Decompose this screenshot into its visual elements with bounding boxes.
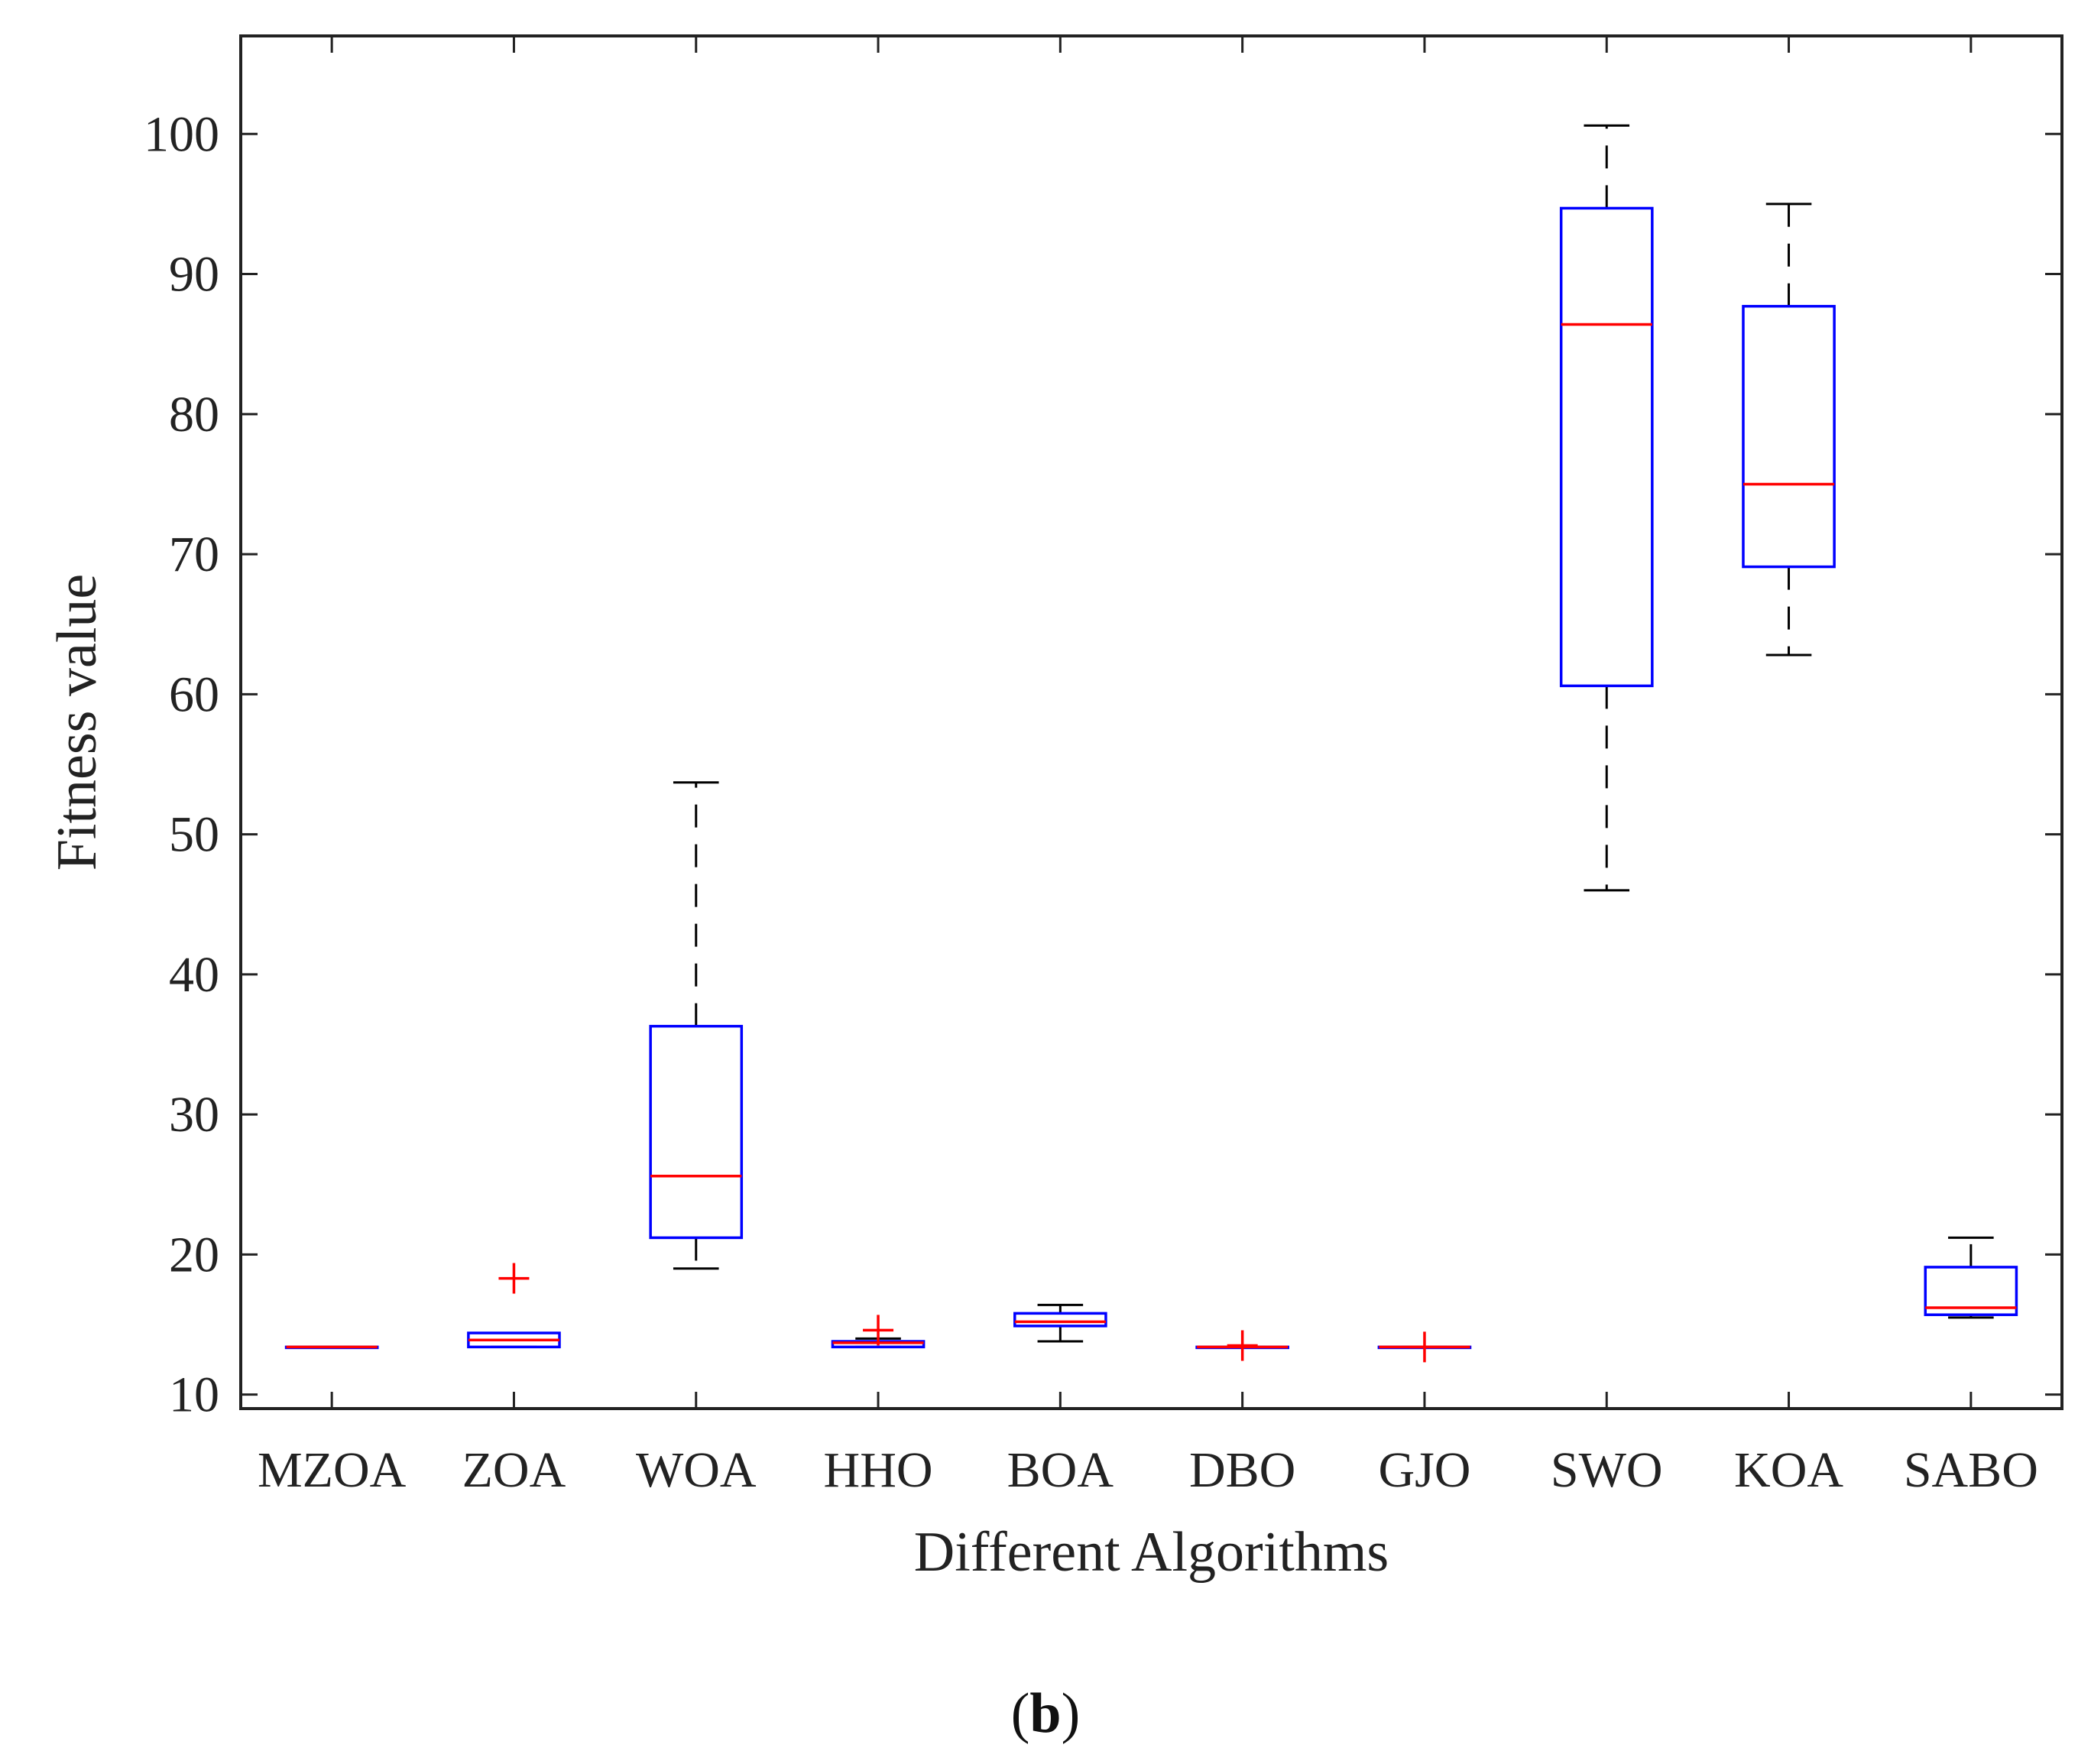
box-group-sabo <box>1924 1236 2018 1319</box>
box-boa <box>1013 1312 1107 1328</box>
caption-open-paren: ( <box>1010 1682 1030 1745</box>
box-swo <box>1559 206 1654 688</box>
figure-caption: (b) <box>0 1681 2091 1746</box>
plot-frame <box>239 34 2063 1410</box>
box-group-hho <box>831 1315 926 1349</box>
y-tick-label-10: 10 <box>169 1367 219 1423</box>
outlier-zoa-0 <box>498 1263 530 1294</box>
caption-close-paren: ) <box>1061 1682 1081 1745</box>
x-tick-label-swo: SWO <box>1551 1442 1663 1498</box>
y-tick-label-20: 20 <box>169 1227 219 1282</box>
y-tick-label-100: 100 <box>144 106 219 162</box>
y-axis-label: Fitness value <box>46 574 109 871</box>
x-tick-label-dbo: DBO <box>1189 1442 1295 1498</box>
x-tick-label-woa: WOA <box>636 1442 757 1498</box>
x-tick-label-hho: HHO <box>824 1442 933 1498</box>
caption-letter: b <box>1029 1682 1062 1745</box>
x-tick-label-mzoa: MZOA <box>258 1442 407 1498</box>
box-woa <box>649 1024 744 1240</box>
y-tick-label-90: 90 <box>169 247 219 303</box>
x-tick-label-koa: KOA <box>1734 1442 1843 1498</box>
y-tick-label-40: 40 <box>169 947 219 1003</box>
box-sabo <box>1924 1266 2018 1316</box>
box-group-zoa <box>467 1263 561 1349</box>
boxes-layer <box>284 124 2018 1363</box>
x-tick-label-zoa: ZOA <box>462 1442 566 1498</box>
outlier-hho-0 <box>863 1315 894 1346</box>
y-tick-label-60: 60 <box>169 666 219 722</box>
outlier-gjo-0 <box>1409 1331 1440 1363</box>
y-tick-label-50: 50 <box>169 807 219 863</box>
box-group-swo <box>1559 124 1654 892</box>
x-axis-label: Different Algorithms <box>914 1521 1389 1584</box>
y-tick-label-70: 70 <box>169 527 219 582</box>
box-group-dbo <box>1195 1330 1289 1361</box>
box-group-boa <box>1013 1303 1107 1343</box>
y-tick-label-30: 30 <box>169 1087 219 1143</box>
box-group-gjo <box>1377 1331 1472 1363</box>
box-group-koa <box>1742 203 1836 657</box>
x-tick-label-sabo: SABO <box>1904 1442 2038 1498</box>
x-tick-label-gjo: GJO <box>1378 1442 1470 1498</box>
axes-layer: 10 20 30 40 50 60 70 80 90 100 MZOA ZOA WOA HHO BOA DBO… <box>144 36 2062 1498</box>
x-tick-label-boa: BOA <box>1007 1442 1114 1498</box>
box-koa <box>1742 304 1836 569</box>
y-tick-label-80: 80 <box>169 387 219 443</box>
box-group-woa <box>649 781 744 1270</box>
outlier-dbo-0 <box>1227 1330 1258 1361</box>
